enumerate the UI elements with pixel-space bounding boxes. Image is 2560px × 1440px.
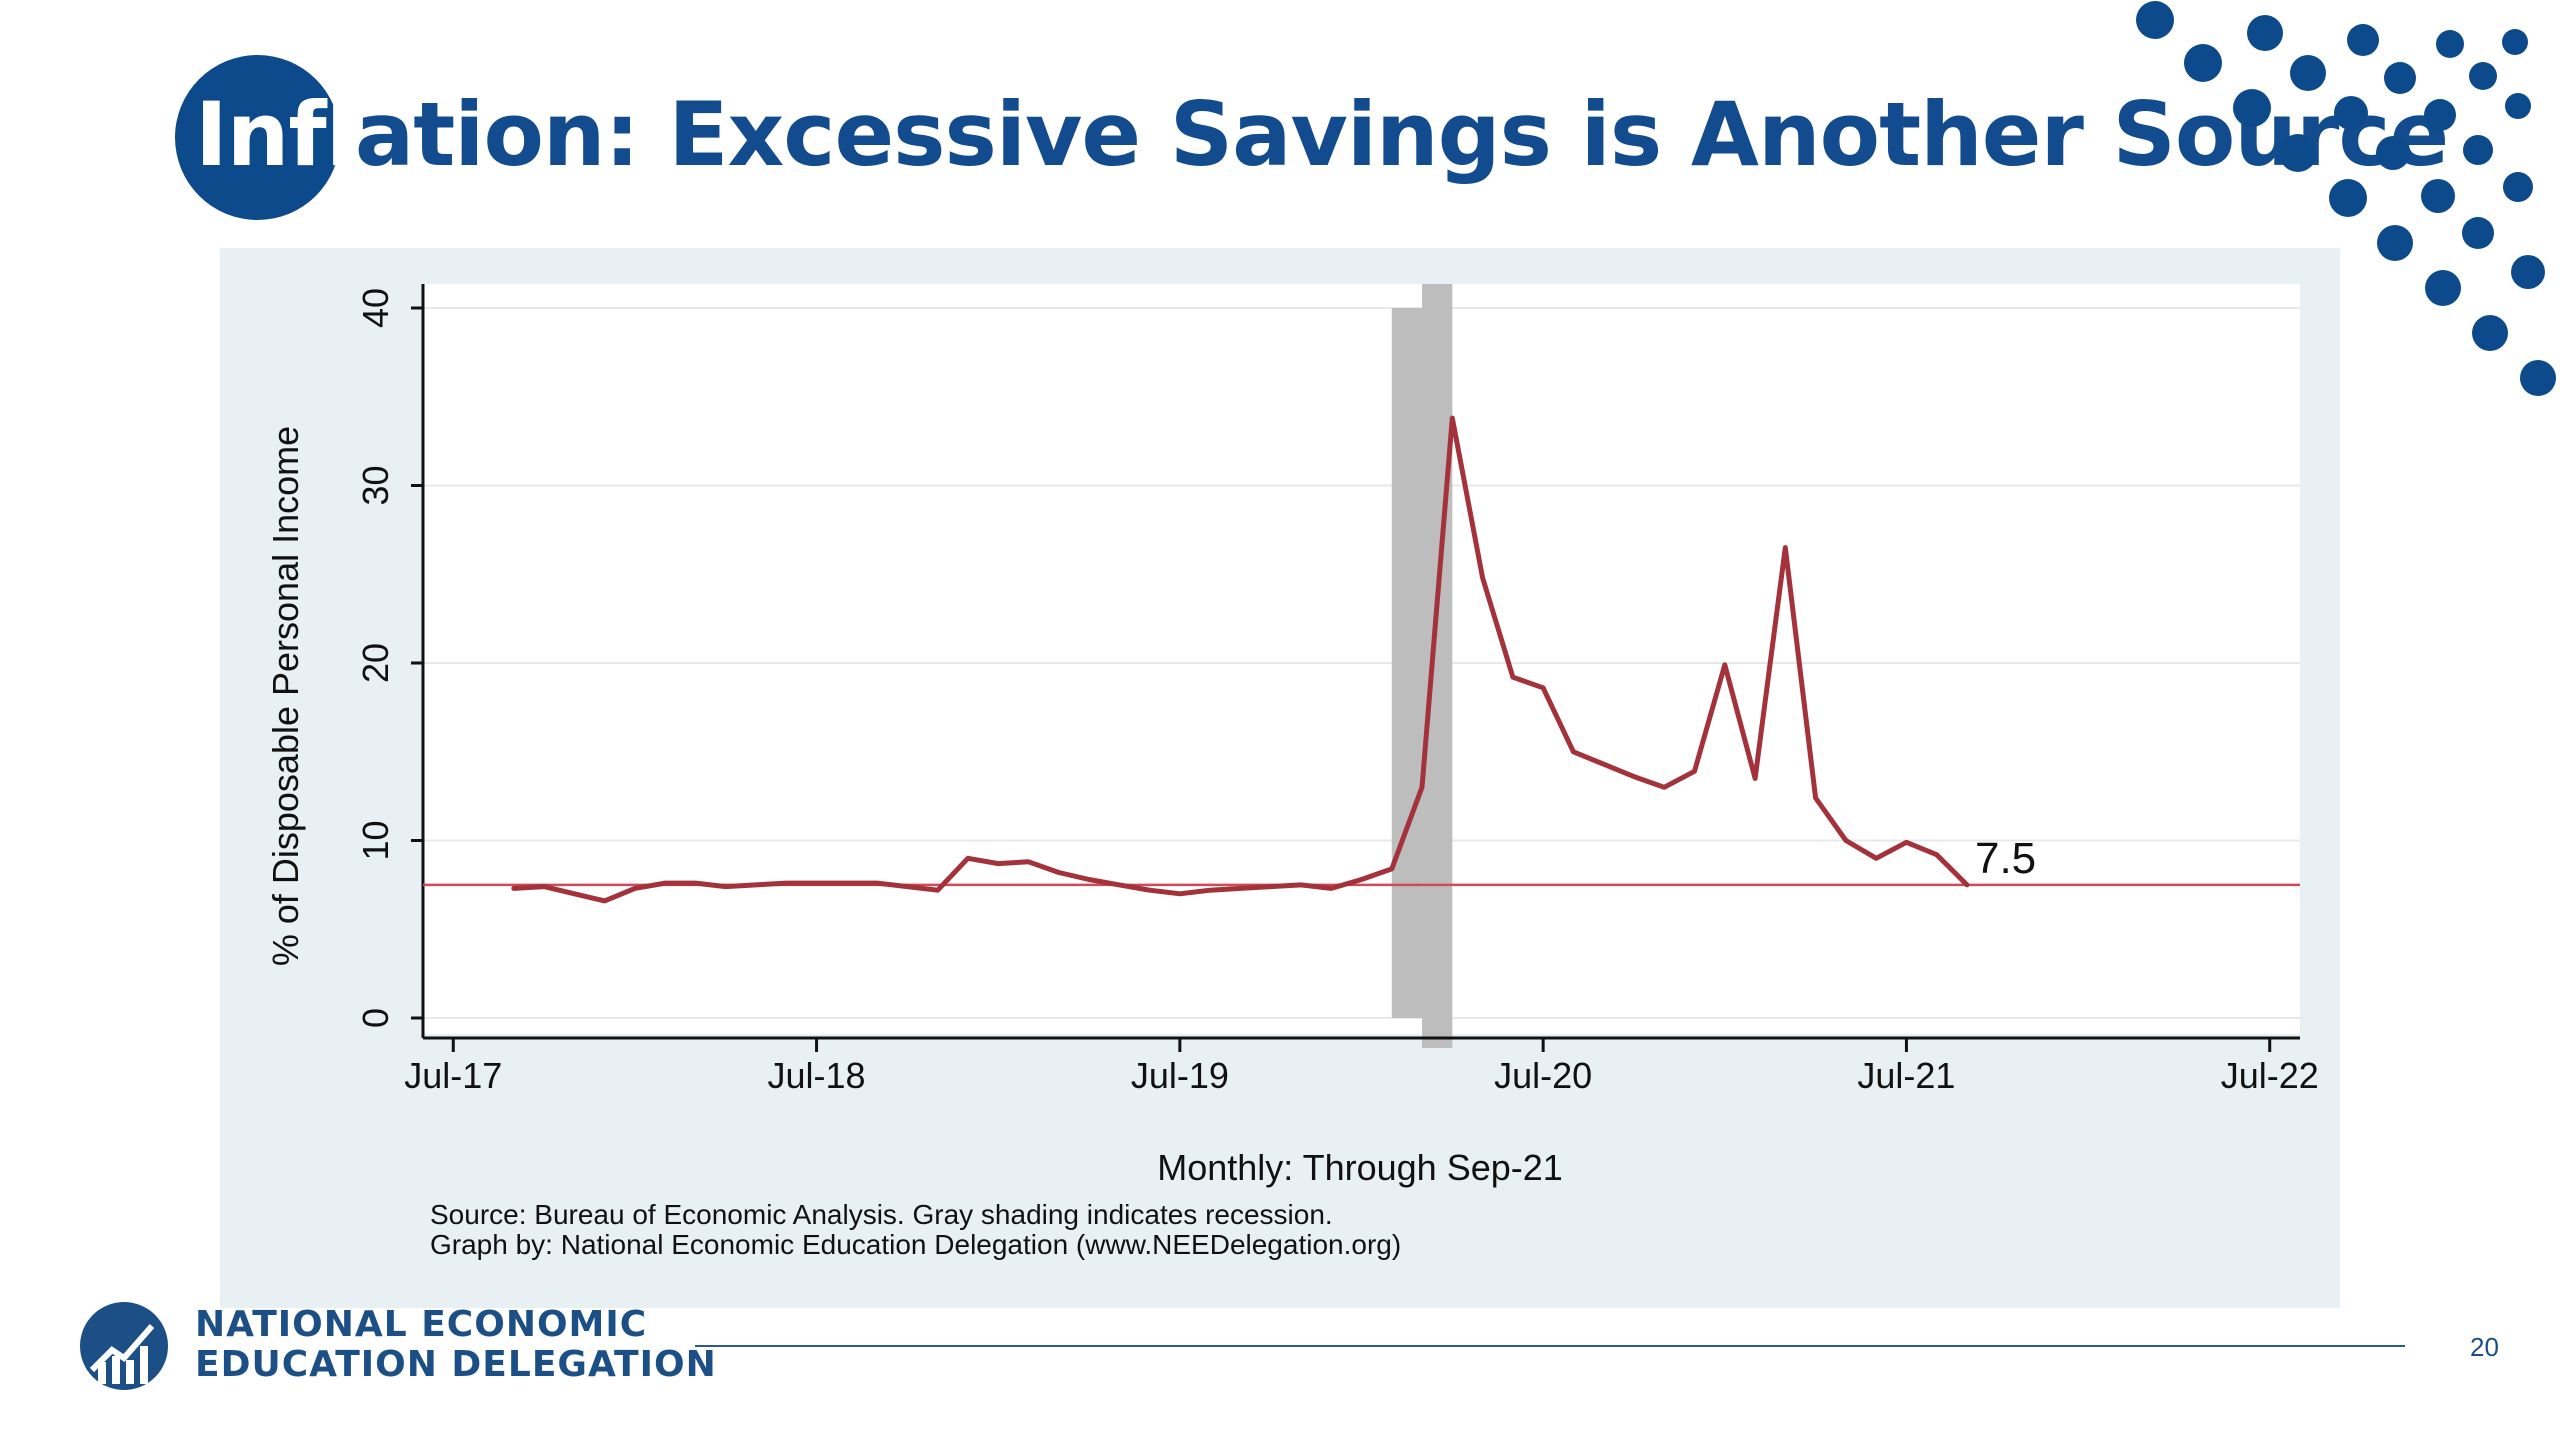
y-tick-label-0: 0 bbox=[355, 1008, 396, 1028]
slide-title: Inflation: Excessive Savings is Another … bbox=[175, 55, 2449, 225]
grid-lines bbox=[423, 307, 2300, 1019]
chart-panel: 0 10 20 30 40 Jul-17 Jul-18 Jul-19 Jul-20 Jul-21… bbox=[220, 248, 2340, 1308]
reference-line-label: 7.5 bbox=[1975, 834, 2036, 883]
data-point-2018-12 bbox=[966, 856, 970, 860]
data-point-2018-05 bbox=[754, 883, 758, 887]
title-inverted-letter: l bbox=[325, 83, 356, 186]
data-point-2018-01 bbox=[633, 886, 637, 890]
data-point-2018-07 bbox=[815, 881, 819, 885]
x-tick-label-Jul-22: Jul-22 bbox=[2221, 1055, 2319, 1096]
org-name: NATIONAL ECONOMIC EDUCATION DELEGATION bbox=[195, 1305, 717, 1385]
need-logo-icon bbox=[80, 1302, 168, 1390]
y-tick-label-40: 40 bbox=[355, 288, 396, 328]
recession-bar-2 bbox=[1422, 284, 1453, 1048]
data-point-2020-02 bbox=[1390, 867, 1394, 871]
data-point-2018-11 bbox=[936, 888, 940, 892]
data-point-2017-09 bbox=[512, 886, 516, 890]
y-tick-label-30: 30 bbox=[355, 465, 396, 505]
title-circle-accent bbox=[175, 55, 340, 220]
footer-divider bbox=[695, 1345, 2405, 1347]
x-axis-ticks: Jul-17 Jul-18 Jul-19 Jul-20 Jul-21 Jul-22 bbox=[404, 1038, 2319, 1096]
data-point-2020-09 bbox=[1602, 762, 1606, 766]
data-point-2021-09 bbox=[1965, 883, 1969, 887]
data-point-2018-09 bbox=[875, 881, 879, 885]
x-tick-label-Jul-19: Jul-19 bbox=[1131, 1055, 1229, 1096]
recession-shading bbox=[1391, 284, 1453, 1048]
y-tick-label-20: 20 bbox=[355, 643, 396, 683]
data-point-2018-03 bbox=[693, 881, 697, 885]
data-point-2019-12 bbox=[1329, 886, 1333, 890]
data-point-2018-10 bbox=[905, 885, 909, 889]
plot-area bbox=[423, 284, 2300, 1034]
data-point-2018-08 bbox=[845, 881, 849, 885]
data-point-2021-06 bbox=[1874, 856, 1878, 860]
title-inverted-part: Inf bbox=[195, 83, 327, 186]
data-point-2020-12 bbox=[1693, 769, 1697, 773]
source-line-1: Source: Bureau of Economic Analysis. Gra… bbox=[430, 1199, 1333, 1230]
data-point-2021-04 bbox=[1814, 796, 1818, 800]
org-name-line-2: EDUCATION DELEGATION bbox=[195, 1344, 717, 1385]
title-main-part: ation: Excessive Savings is Another Sour… bbox=[354, 83, 2449, 186]
data-point-2021-05 bbox=[1844, 839, 1848, 842]
title-text: Inflation: Excessive Savings is Another … bbox=[195, 83, 2449, 186]
data-point-2021-08 bbox=[1935, 853, 1939, 857]
data-point-2017-12 bbox=[603, 899, 607, 903]
y-axis-ticks: 0 10 20 30 40 bbox=[355, 288, 423, 1028]
y-axis-label: % of Disposable Personal Income bbox=[265, 426, 306, 966]
data-point-2019-09 bbox=[1238, 886, 1242, 890]
data-point-2019-04 bbox=[1087, 878, 1091, 882]
data-point-2021-01 bbox=[1723, 663, 1727, 667]
data-point-2018-04 bbox=[724, 885, 728, 889]
y-tick-label-10: 10 bbox=[355, 820, 396, 860]
data-point-2019-08 bbox=[1208, 888, 1212, 892]
data-point-2020-08 bbox=[1571, 750, 1575, 754]
data-point-2017-11 bbox=[572, 892, 576, 896]
x-axis-label: Monthly: Through Sep-21 bbox=[1157, 1147, 1563, 1188]
data-point-2021-02 bbox=[1753, 776, 1757, 780]
data-point-2019-05 bbox=[1117, 883, 1121, 887]
data-point-2020-07 bbox=[1541, 686, 1545, 690]
data-point-2019-01 bbox=[996, 862, 1000, 866]
savings-rate-chart: 0 10 20 30 40 Jul-17 Jul-18 Jul-19 Jul-20 Jul-21… bbox=[265, 284, 2319, 1188]
data-point-2018-02 bbox=[663, 881, 667, 885]
page-number: 20 bbox=[2470, 1332, 2499, 1362]
data-point-2020-10 bbox=[1632, 775, 1636, 779]
data-point-2018-06 bbox=[784, 881, 788, 885]
data-point-2020-03 bbox=[1420, 785, 1424, 789]
data-point-2019-10 bbox=[1269, 885, 1273, 889]
data-point-2019-02 bbox=[1026, 860, 1030, 864]
data-point-2020-04 bbox=[1450, 416, 1454, 420]
source-line-2: Graph by: National Economic Education De… bbox=[430, 1229, 1402, 1260]
axes bbox=[421, 284, 2300, 1040]
data-point-2021-07 bbox=[1904, 840, 1908, 844]
data-point-2019-07 bbox=[1178, 892, 1182, 896]
series-group bbox=[511, 415, 1970, 904]
x-tick-label-Jul-17: Jul-17 bbox=[404, 1055, 502, 1096]
data-point-2019-06 bbox=[1148, 888, 1152, 892]
data-point-2020-05 bbox=[1481, 576, 1485, 580]
org-name-line-1: NATIONAL ECONOMIC bbox=[195, 1304, 648, 1345]
data-point-2019-11 bbox=[1299, 883, 1303, 887]
source-note: Source: Bureau of Economic Analysis. Gra… bbox=[430, 1200, 1401, 1260]
x-tick-label-Jul-21: Jul-21 bbox=[1857, 1055, 1955, 1096]
x-tick-label-Jul-20: Jul-20 bbox=[1494, 1055, 1592, 1096]
data-point-2020-06 bbox=[1511, 675, 1515, 679]
data-point-2017-10 bbox=[542, 885, 546, 889]
recession-bar-1 bbox=[1391, 308, 1423, 1018]
x-tick-label-Jul-18: Jul-18 bbox=[768, 1055, 866, 1096]
data-point-2020-01 bbox=[1360, 878, 1363, 882]
data-point-2019-03 bbox=[1057, 870, 1061, 874]
data-point-2021-03 bbox=[1783, 546, 1787, 550]
data-point-2020-11 bbox=[1662, 785, 1666, 789]
